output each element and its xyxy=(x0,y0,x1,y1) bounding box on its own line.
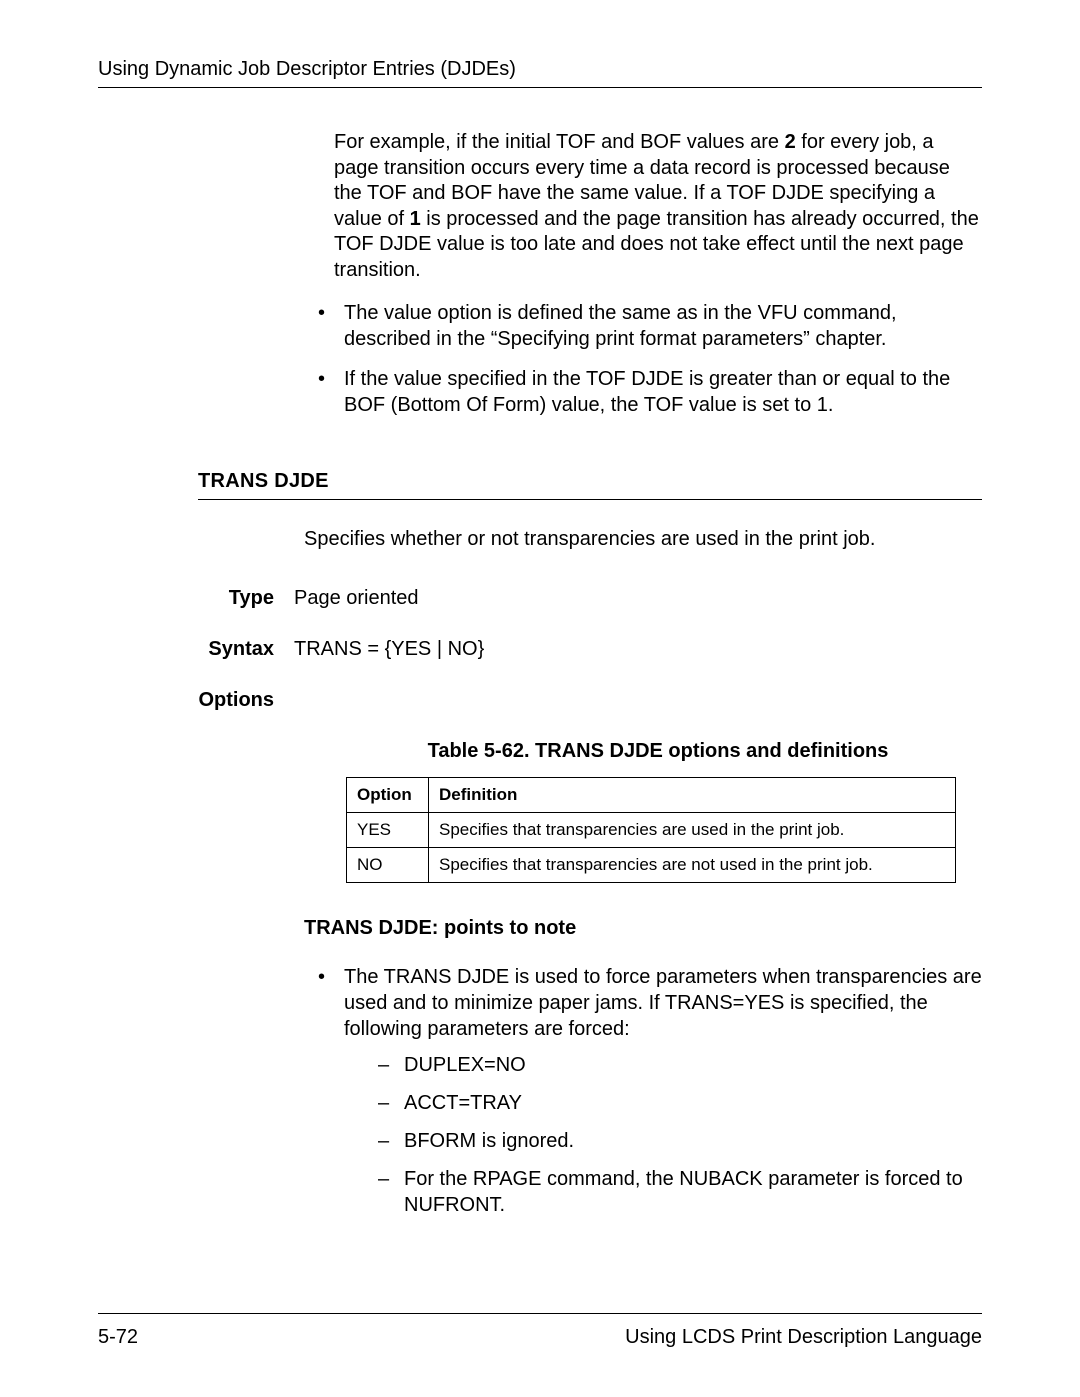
section-heading: Trans DJDE xyxy=(198,470,982,500)
cell-definition: Specifies that transparencies are used i… xyxy=(429,812,956,847)
intro-b1-pre: The xyxy=(344,302,384,324)
intro-post: is processed and the page transition has… xyxy=(334,208,979,281)
running-header-text: Using Dynamic Job Descriptor Entries (DJ… xyxy=(98,58,516,80)
points-to-note-heading: TRANS DJDE: points to note xyxy=(304,917,982,940)
cell-option: NO xyxy=(347,847,429,882)
running-header: Using Dynamic Job Descriptor Entries (DJ… xyxy=(98,58,982,88)
table-header-row: Option Definition xyxy=(347,777,956,812)
type-value: Page oriented xyxy=(294,587,982,610)
intro-pre: For example, if the initial TOF and BOF … xyxy=(334,131,785,153)
type-label: Type xyxy=(98,587,294,610)
syntax-label: Syntax xyxy=(98,638,294,661)
col-option: Option xyxy=(347,777,429,812)
table-caption: Table 5-62. TRANS DJDE options and defin… xyxy=(334,740,982,763)
intro-b1-italic: value xyxy=(384,302,432,324)
sub-item: BFORM is ignored. xyxy=(378,1128,982,1154)
intro-bullet-2: If the value specified in the TOF DJDE i… xyxy=(314,366,982,418)
syntax-row: Syntax TRANS = {YES | NO} xyxy=(98,638,982,661)
col-definition: Definition xyxy=(429,777,956,812)
intro-bullet-1: The value option is defined the same as … xyxy=(314,300,982,352)
point-1-text: The TRANS DJDE is used to force paramete… xyxy=(344,966,982,1040)
intro-bold-1: 2 xyxy=(785,131,796,153)
points-list: The TRANS DJDE is used to force paramete… xyxy=(314,964,982,1218)
sub-item: ACCT=TRAY xyxy=(378,1090,982,1116)
options-label: Options xyxy=(98,689,294,712)
intro-paragraph: For example, if the initial TOF and BOF … xyxy=(334,130,982,284)
page-footer: 5-72 Using LCDS Print Description Langua… xyxy=(98,1313,982,1349)
table-row: YES Specifies that transparencies are us… xyxy=(347,812,956,847)
forced-params-list: DUPLEX=NO ACCT=TRAY BFORM is ignored. Fo… xyxy=(378,1052,982,1218)
cell-option: YES xyxy=(347,812,429,847)
syntax-value: TRANS = {YES | NO} xyxy=(294,638,982,661)
footer-doc-title: Using LCDS Print Description Language xyxy=(625,1326,982,1349)
intro-bullet-list: The value option is defined the same as … xyxy=(314,300,982,418)
cell-definition: Specifies that transparencies are not us… xyxy=(429,847,956,882)
page-number: 5-72 xyxy=(98,1326,138,1349)
sub-item: DUPLEX=NO xyxy=(378,1052,982,1078)
options-table: Option Definition YES Specifies that tra… xyxy=(346,777,956,883)
options-row: Options xyxy=(98,689,982,712)
section-heading-text: Trans DJDE xyxy=(198,470,329,492)
intro-bold-2: 1 xyxy=(410,208,421,230)
type-row: Type Page oriented xyxy=(98,587,982,610)
section-summary: Specifies whether or not transparencies … xyxy=(304,528,982,551)
table-row: NO Specifies that transparencies are not… xyxy=(347,847,956,882)
point-1: The TRANS DJDE is used to force paramete… xyxy=(314,964,982,1218)
sub-item: For the RPAGE command, the NUBACK parame… xyxy=(378,1166,982,1218)
